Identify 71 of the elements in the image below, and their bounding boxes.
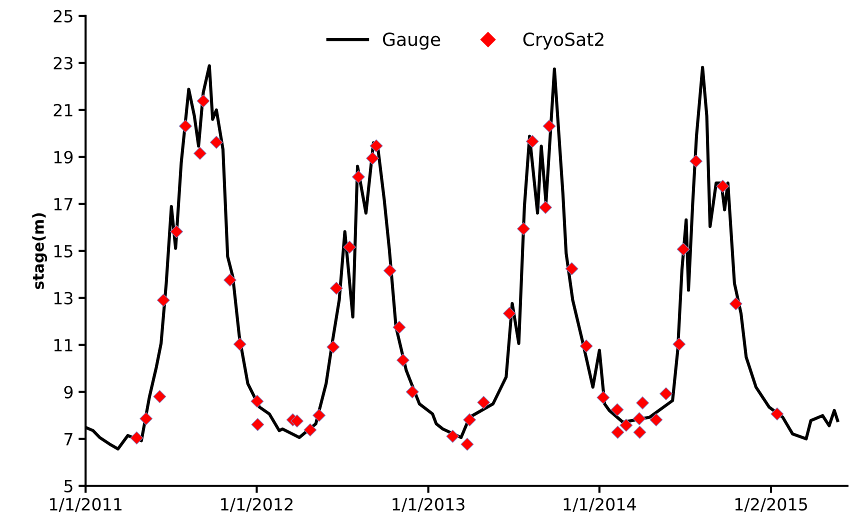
point [352, 170, 365, 184]
y-tick-label: 11 [54, 339, 72, 352]
point [610, 403, 624, 416]
y-tick-label: 5 [64, 480, 72, 492]
y-tick-label: 17 [54, 198, 72, 210]
y-tick-label: 19 [54, 150, 73, 164]
point [463, 413, 476, 426]
point [729, 297, 742, 310]
point [502, 306, 516, 320]
point [660, 387, 672, 400]
point [460, 438, 474, 451]
y-tick-label: 25 [54, 10, 72, 22]
x-tick-label: 1/2/2015 [735, 498, 807, 512]
point [477, 396, 490, 409]
point [580, 340, 593, 353]
y-tick-label: 9 [64, 386, 73, 398]
point [304, 423, 317, 436]
point [716, 180, 730, 193]
point [153, 390, 166, 404]
x-tick-label: 1/1/2014 [564, 498, 636, 512]
point [392, 320, 406, 334]
point [542, 120, 556, 133]
y-tick-label: 15 [54, 245, 72, 258]
point [636, 396, 650, 410]
point [130, 431, 144, 444]
x-tick-label: 1/1/2012 [221, 498, 292, 512]
point [596, 391, 610, 404]
y-axis-title: stage(m) [32, 213, 48, 290]
point [650, 413, 663, 426]
x-tick-label: 1/1/2011 [50, 498, 122, 512]
point [330, 282, 343, 295]
point [611, 426, 624, 439]
point [396, 354, 410, 367]
point [250, 394, 264, 408]
point [672, 338, 686, 351]
point [366, 152, 380, 165]
point [632, 412, 646, 426]
point [446, 430, 460, 443]
point [383, 264, 396, 278]
point [676, 242, 690, 256]
point [690, 154, 702, 168]
point [140, 412, 153, 426]
point [526, 134, 539, 148]
point [224, 274, 236, 287]
point [620, 418, 633, 432]
point [633, 426, 646, 439]
point [196, 94, 210, 108]
point [565, 262, 578, 276]
point [251, 418, 264, 432]
point [406, 385, 419, 398]
point [194, 146, 206, 160]
point [516, 222, 530, 236]
point [156, 294, 170, 307]
y-tick-label: 7 [64, 433, 72, 446]
point [210, 136, 223, 149]
y-tick-label: 21 [54, 104, 72, 116]
point [290, 414, 304, 428]
point [170, 225, 184, 238]
point [770, 407, 784, 420]
x-tick-label: 1/1/2013 [392, 498, 464, 512]
point [233, 338, 246, 351]
legend-label: CryoSat2 [523, 32, 604, 50]
point [370, 139, 383, 152]
point [178, 120, 192, 133]
point [312, 408, 326, 422]
point [326, 340, 340, 354]
legend-label: Gauge [383, 32, 440, 50]
point [539, 200, 552, 214]
y-tick-label: 23 [54, 56, 72, 70]
point [343, 240, 356, 254]
y-tick-label: 13 [54, 292, 72, 304]
